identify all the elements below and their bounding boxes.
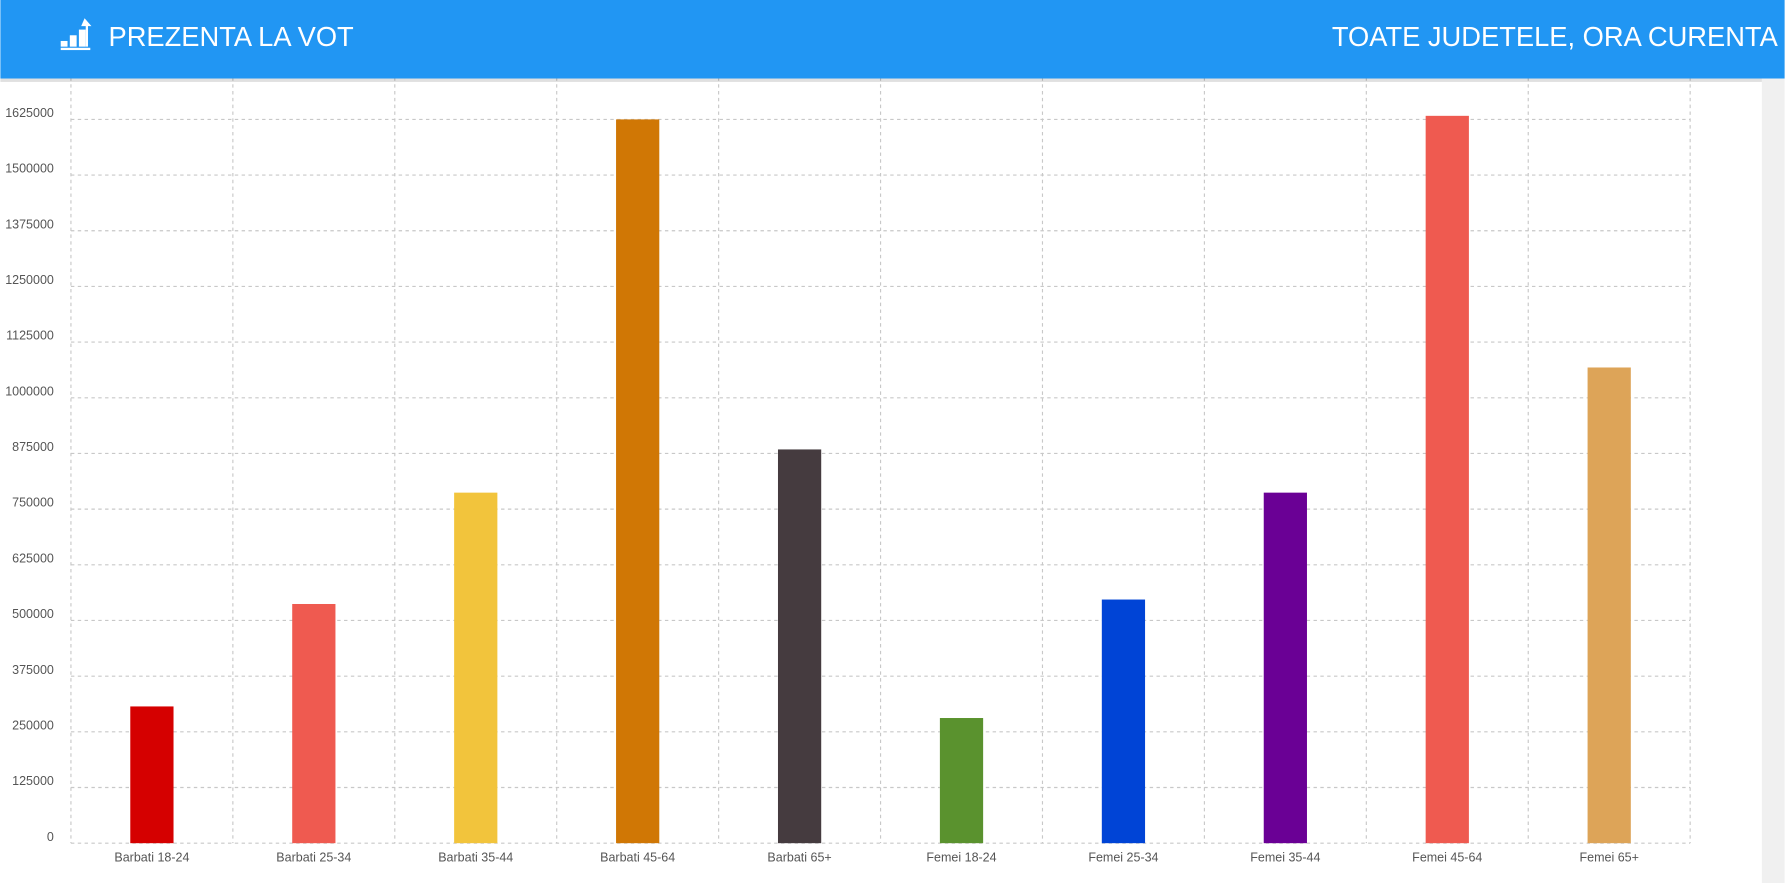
y-tick-label: 625000 (12, 551, 54, 565)
y-tick-label: 1125000 (6, 329, 54, 343)
bar (292, 603, 336, 844)
bar (939, 718, 984, 844)
bar (616, 119, 660, 844)
y-tick-label: 125000 (12, 774, 54, 788)
y-tick-label: 1375000 (5, 217, 54, 231)
plot: 0 125000 250000 375000 500000 625000 750000 875… (5, 63, 1691, 864)
x-tick-label: Barbati 35-44 (438, 850, 513, 864)
y-tick-label: 1500000 (5, 162, 54, 176)
x-tick-label: Femei 35-44 (1250, 850, 1320, 864)
x-tick-label: Barbati 45-64 (600, 850, 675, 864)
bar (1101, 599, 1146, 844)
x-tick-label: Femei 25-34 (1088, 850, 1158, 864)
app-bar-shadow (0, 78, 1762, 82)
x-tick-label: Femei 18-24 (926, 850, 996, 864)
x-tick-label: Barbati 65+ (767, 850, 831, 864)
y-tick-label: 750000 (12, 496, 54, 510)
app-title: PREZENTA LA VOT (108, 21, 354, 52)
scrollbar[interactable] (1761, 0, 1785, 883)
y-tick-label: 250000 (12, 718, 54, 732)
y-tick-label: 1000000 (5, 384, 54, 398)
app-bar (0, 0, 1785, 79)
x-tick-label: Barbati 18-24 (114, 850, 189, 864)
x-tick-label: Femei 65+ (1579, 850, 1638, 864)
app-subtitle: TOATE JUDETELE, ORA CURENTA (1332, 21, 1779, 52)
y-tick-label: 875000 (12, 440, 54, 454)
y-tick-label: 0 (47, 830, 54, 844)
bar (1587, 367, 1631, 844)
y-tick-label: 375000 (12, 663, 54, 677)
y-tick-label: 1250000 (5, 273, 54, 287)
bar (130, 706, 174, 844)
logo-icon (60, 18, 92, 51)
y-tick-label: 500000 (12, 607, 54, 621)
bar (777, 449, 822, 844)
y-tick-label: 1625000 (5, 106, 54, 120)
bar (1425, 115, 1469, 844)
bar (1263, 492, 1307, 844)
x-tick-label: Femei 45-64 (1412, 850, 1482, 864)
bar (454, 492, 498, 844)
x-tick-label: Barbati 25-34 (276, 850, 351, 864)
